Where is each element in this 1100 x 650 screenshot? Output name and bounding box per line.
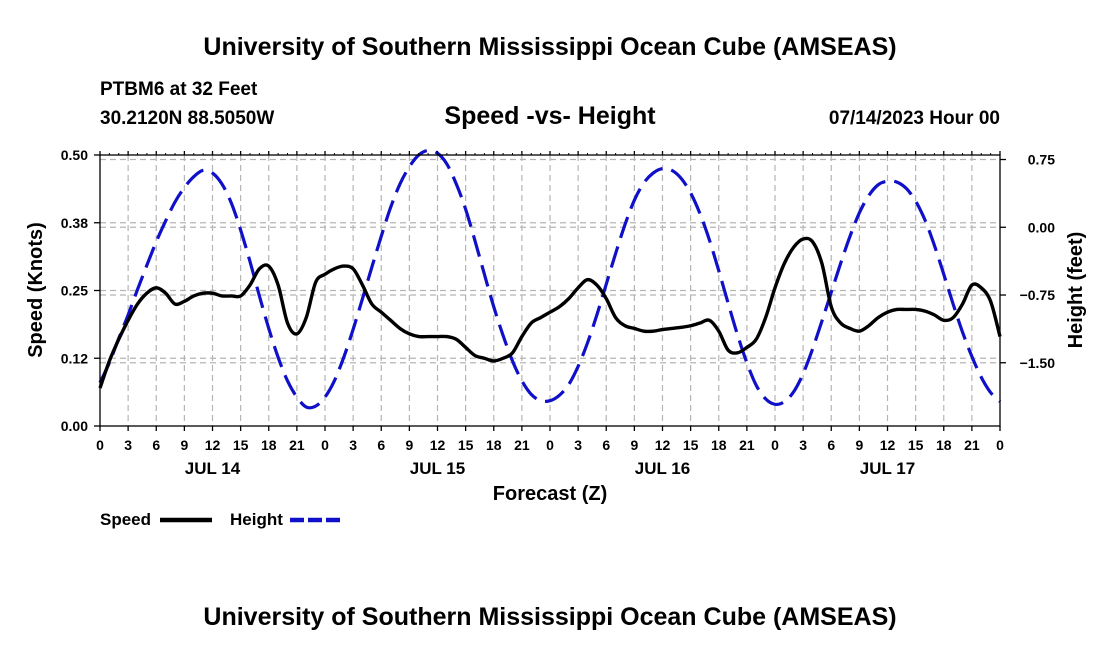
grid-lines [100, 155, 1000, 426]
x-tick-label: 21 [739, 437, 755, 453]
x-tick-label: 6 [602, 437, 610, 453]
day-label: JUL 15 [410, 459, 465, 478]
y2-tick-label: −0.75 [1020, 287, 1056, 303]
x-tick-label: 0 [996, 437, 1004, 453]
x-tick-label: 15 [683, 437, 699, 453]
series-line-height [98, 148, 1002, 410]
x-tick-label: 6 [827, 437, 835, 453]
x-tick-label: 3 [349, 437, 357, 453]
x-tick-label: 0 [771, 437, 779, 453]
x-tick-label: 0 [546, 437, 554, 453]
x-tick-label: 3 [799, 437, 807, 453]
series-line-speed [98, 236, 1002, 389]
chart-subtitle: Speed -vs- Height [444, 102, 656, 130]
day-label: JUL 14 [185, 459, 241, 478]
x-tick-label: 18 [261, 437, 277, 453]
x-tick-label: 15 [458, 437, 474, 453]
x-tick-label: 15 [908, 437, 924, 453]
chart-header-title: University of Southern Mississippi Ocean… [203, 33, 896, 61]
y-tick-label: 0.00 [61, 418, 88, 434]
x-axis-title: Forecast (Z) [493, 483, 607, 505]
x-tick-label: 9 [630, 437, 638, 453]
x-tick-label: 12 [430, 437, 446, 453]
x-tick-label: 15 [233, 437, 249, 453]
y-tick-label: 0.38 [61, 215, 88, 231]
x-tick-label: 21 [289, 437, 305, 453]
x-tick-label: 6 [377, 437, 385, 453]
x-tick-label: 9 [405, 437, 413, 453]
y2-tick-label: −1.50 [1020, 355, 1056, 371]
legend: Speed Height [100, 510, 342, 529]
x-tick-label: 9 [180, 437, 188, 453]
y-axis-title: Speed (Knots) [25, 222, 47, 358]
x-tick-label: 21 [514, 437, 530, 453]
x-tick-label: 21 [964, 437, 980, 453]
y2-tick-label: 0.75 [1028, 152, 1055, 168]
station-label: PTBM6 at 32 Feet [100, 79, 258, 100]
day-label: JUL 17 [860, 459, 915, 478]
series-layer [98, 148, 1002, 410]
y2-axis-title: Height (feet) [1065, 232, 1087, 349]
x-tick-label: 0 [321, 437, 329, 453]
footer-title: University of Southern Mississippi Ocean… [203, 603, 896, 631]
x-tick-label: 18 [711, 437, 727, 453]
x-tick-label: 0 [96, 437, 104, 453]
x-tick-label: 12 [655, 437, 671, 453]
y-tick-label: 0.12 [61, 350, 88, 366]
location-label: 30.2120N 88.5050W [100, 108, 274, 129]
x-tick-label: 9 [855, 437, 863, 453]
legend-speed-label: Speed [100, 510, 151, 529]
day-label: JUL 16 [635, 459, 690, 478]
y-tick-label: 0.25 [61, 283, 88, 299]
x-tick-label: 18 [936, 437, 952, 453]
date-label: 07/14/2023 Hour 00 [829, 108, 1000, 129]
legend-height-label: Height [230, 510, 283, 529]
x-tick-label: 18 [486, 437, 502, 453]
x-tick-label: 12 [205, 437, 221, 453]
y2-tick-label: 0.00 [1028, 219, 1055, 235]
axes: 0 3 6 9 12 15 18 21 0 3 6 9 12 15 18 21 0 3 6 9 12 15 18 21 0 3 6 9… [61, 147, 1055, 478]
x-tick-label: 3 [574, 437, 582, 453]
x-tick-label: 3 [124, 437, 132, 453]
x-tick-label: 6 [152, 437, 160, 453]
x-tick-label: 12 [880, 437, 896, 453]
y-tick-label: 0.50 [61, 147, 88, 163]
